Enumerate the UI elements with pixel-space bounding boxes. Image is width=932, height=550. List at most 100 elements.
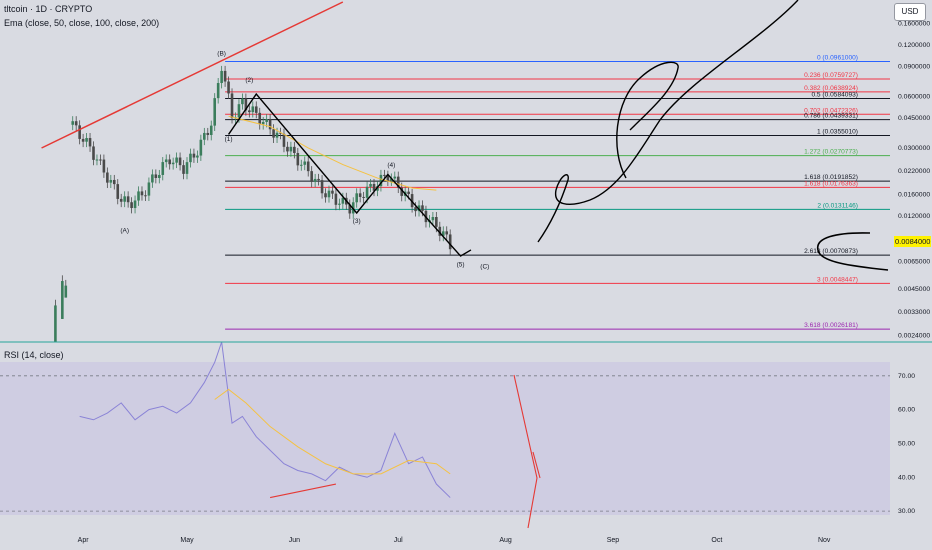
candle-body [254,106,258,113]
candle-body [313,178,317,182]
fib-level-label: 0.382 (0.0638924) [804,85,858,92]
chart-symbol-title: tltcoin · 1D · CRYPTO [4,4,93,14]
candle-body [116,184,120,199]
candle-body [272,129,275,138]
ema-line [228,115,437,191]
price-axis-tick: 0.0065000 [898,259,930,266]
candle-body [220,70,223,84]
time-axis-tick: Jul [394,537,403,544]
time-axis-tick: Nov [818,537,831,544]
wave-label: (1) [225,136,233,143]
fib-level-label: 1.272 (0.0270773) [804,149,858,156]
candle-body [112,179,116,185]
fib-level-label: 1.618 (0.0191852) [804,174,858,181]
candle-body [296,153,300,166]
price-axis-tick: 0.0024000 [898,333,930,340]
candle-body [109,179,113,183]
candle-body [92,146,95,160]
drawings: (B) (2) (1) (3) (4) (5) (C) (A) [41,0,889,271]
time-axis-tick: Jun [289,537,300,544]
price-axis-tick: 0.0600000 [898,93,930,100]
candle-body [102,159,106,173]
candle-body [223,70,227,82]
candle-body [74,121,78,126]
rsi-axis-tick: 40.00 [898,474,915,481]
candle-body [414,207,417,212]
candle-body [438,226,442,236]
ema-indicator-label[interactable]: Ema (close, 50, close, 100, close, 200) [4,18,160,28]
price-axis-tick: 0.0300000 [898,145,930,152]
candle-body [299,164,303,166]
candle-body [140,191,144,196]
candle-body [379,174,383,187]
price-axis-tick: 0.0120000 [898,213,930,220]
candle-body [341,197,345,204]
rsi-axis-tick: 70.00 [898,373,915,380]
candle-body [227,81,230,94]
candle-body [248,110,251,113]
fib-level-label: 0 (0.0961000) [817,55,858,62]
candle-body [286,146,289,152]
currency-unit-button[interactable]: USD [894,3,926,21]
wave-path [227,92,472,257]
candle-body [99,159,102,161]
trendline [41,1,344,149]
candle-body [178,157,182,166]
price-axis-tick: 0.0033000 [898,309,930,316]
candle-body [157,174,161,178]
candle-body [265,119,268,122]
projection-loop [616,61,679,179]
candle-body [362,196,365,198]
candle-body [189,153,192,163]
candle-body [369,183,372,187]
candle-body [81,138,85,142]
candle-body [137,191,140,201]
candle-body [71,121,75,125]
fib-level-label: 2 (0.0131146) [817,202,858,209]
time-axis-tick: Sep [607,537,620,544]
candle-body [64,285,68,298]
wave-label: (B) [217,51,226,58]
price-axis-tick: 0.0160000 [898,192,930,199]
candle-body [213,98,217,126]
fib-level-label: 0.786 (0.0439331) [804,113,858,120]
candle-body [441,231,445,236]
price-axis-tick: 0.0900000 [898,63,930,70]
fib-level-label: 2.618 (0.0070873) [804,248,858,255]
time-axis-tick: May [180,537,194,544]
candle-body [372,183,376,191]
candle-body [303,161,307,165]
wave-label: (C) [480,264,489,271]
rsi-indicator-label[interactable]: RSI (14, close) [4,350,64,360]
time-axis-tick: Aug [499,537,512,544]
candle-body [237,104,241,118]
time-axis-tick: Oct [711,537,722,544]
candle-body [338,203,341,205]
candle-body [445,231,449,235]
candle-body [393,176,397,179]
candle-body [293,146,296,154]
candle-body [383,174,386,176]
price-pane-background [0,0,890,342]
candle-body [396,176,400,188]
candle-body [331,190,334,194]
candle-body [258,112,262,125]
candle-body [324,193,327,198]
rsi-lines [0,341,890,529]
candle-body [365,186,369,198]
candle-body [206,132,210,135]
candle-body [390,178,393,181]
candle-body [317,178,320,181]
candle-body [358,193,362,197]
candle-body [130,202,133,209]
target-bracket [817,232,889,271]
candle-body [386,175,390,181]
candle-body [123,196,126,202]
candle-body [203,132,206,140]
time-axis-tick: Apr [78,537,90,544]
wave-label: (A) [120,228,129,235]
candle-body [275,132,279,138]
candle-body [196,155,199,158]
candle-body [192,153,196,158]
